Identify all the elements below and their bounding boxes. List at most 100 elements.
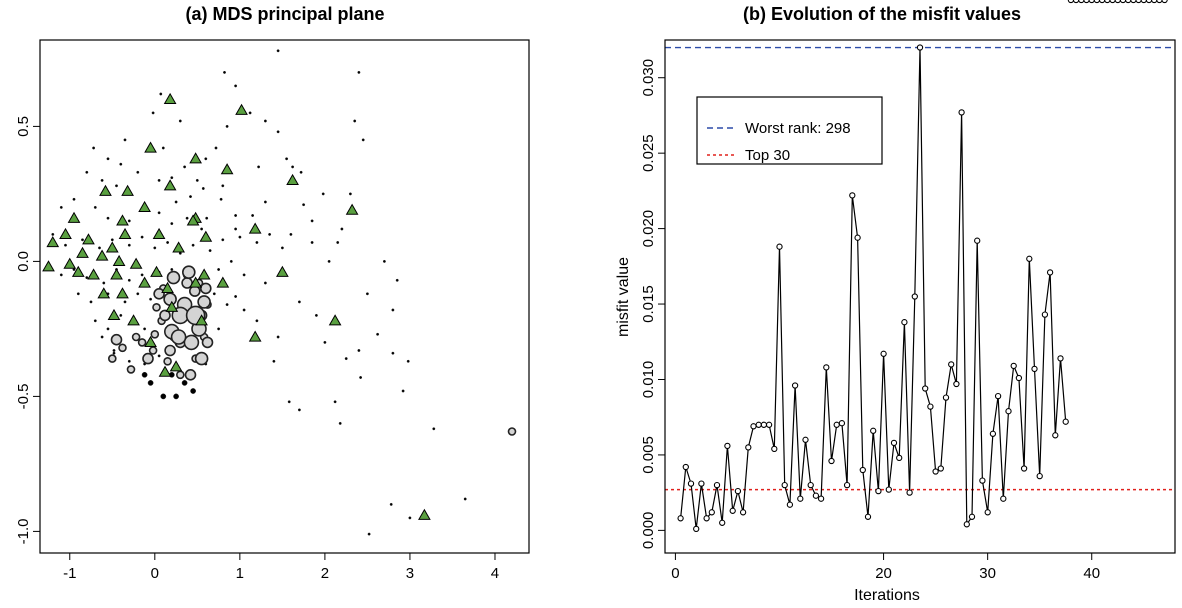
misfit-point	[713, 481, 721, 489]
triangle-point	[138, 276, 151, 288]
scatter-bubble	[200, 282, 212, 295]
misfit-point	[1125, 0, 1132, 4]
scatter-point	[229, 259, 233, 263]
scatter-point	[376, 332, 380, 336]
scatter-point	[432, 427, 436, 431]
misfit-point	[1067, 0, 1075, 4]
scatter-point	[242, 308, 246, 312]
x-tick-label: 30	[979, 565, 996, 582]
misfit-point	[937, 465, 944, 472]
scatter-point	[110, 238, 114, 242]
scatter-point	[389, 502, 393, 506]
triangle-point	[189, 276, 202, 288]
scatter-bubble	[108, 354, 117, 363]
scatter-point	[64, 243, 67, 247]
scatter-point	[268, 232, 272, 236]
scatter-point	[255, 319, 259, 323]
misfit-point	[1036, 472, 1043, 480]
scatter-point	[208, 249, 212, 253]
x-tick-label: 20	[875, 565, 892, 582]
panel-b: (b) Evolution of the misfit values 0 20 30…	[615, 0, 1176, 604]
scatter-point	[217, 268, 221, 271]
scatter-point	[359, 376, 363, 379]
scatter-bubble	[163, 292, 177, 307]
misfit-point	[854, 234, 861, 241]
misfit-point	[797, 495, 804, 502]
y-tick-label: -1.0	[15, 518, 32, 544]
misfit-point	[1156, 0, 1163, 4]
scatter-point	[106, 216, 110, 220]
scatter-point	[212, 292, 216, 296]
triangle-point	[328, 314, 342, 326]
scatter-point	[76, 292, 80, 296]
scatter-point	[149, 297, 153, 301]
triangle-point	[71, 265, 85, 277]
misfit-point	[1005, 408, 1012, 415]
misfit-point	[771, 445, 778, 453]
triangle-point	[418, 508, 431, 520]
triangle-point	[87, 268, 100, 280]
panel-a-axes: -1 0 1 2 3 4 -1.0 -0.5 0.0 0.5	[15, 116, 499, 582]
triangle-point	[138, 200, 151, 213]
scatter-point	[181, 380, 188, 386]
triangle-point	[216, 276, 230, 288]
panel-b-xlabel: Iterations	[854, 587, 920, 604]
legend-box	[696, 96, 883, 165]
misfit-point	[750, 423, 757, 430]
y-tick-label: 0.000	[640, 512, 657, 550]
misfit-point	[802, 436, 809, 443]
scatter-point	[285, 157, 289, 161]
triangle-point	[112, 254, 126, 267]
y-tick-label: 0.015	[640, 285, 657, 323]
misfit-point	[958, 109, 965, 116]
scatter-point	[361, 138, 365, 142]
triangle-point	[220, 163, 234, 175]
scatter-point	[174, 200, 178, 204]
scatter-point	[205, 216, 209, 220]
misfit-point	[719, 519, 726, 526]
y-tick-label: 0.025	[640, 134, 657, 172]
scatter-point	[140, 273, 144, 277]
scatter-point	[98, 246, 101, 250]
scatter-point	[185, 216, 189, 220]
x-tick-label: 0	[151, 565, 159, 582]
scatter-bubble	[197, 295, 211, 309]
misfit-point	[896, 454, 903, 462]
y-tick-label: -0.5	[15, 383, 32, 409]
scatter-bubble	[163, 356, 172, 366]
misfit-point	[1000, 495, 1007, 502]
panel-b-title: (b) Evolution of the misfit values	[743, 4, 1021, 24]
misfit-point	[807, 481, 814, 489]
misfit-point	[1020, 465, 1028, 472]
scatter-point	[100, 335, 104, 339]
scatter-bubble	[148, 346, 158, 355]
scatter-point	[225, 124, 229, 128]
misfit-point	[693, 525, 700, 533]
scatter-point	[401, 389, 405, 393]
scatter-point	[299, 170, 303, 174]
panel-a-frame	[39, 39, 530, 554]
scatter-point	[297, 408, 301, 412]
triangle-point	[99, 184, 112, 196]
misfit-point	[828, 457, 835, 465]
scatter-point	[276, 130, 280, 134]
scatter-point	[353, 119, 357, 123]
misfit-point	[948, 361, 955, 368]
triangle-point	[144, 335, 157, 348]
scatter-bubble	[164, 344, 176, 357]
scatter-point	[321, 192, 325, 196]
scatter-point	[147, 380, 154, 386]
scatter-point	[112, 351, 116, 355]
scatter-point	[151, 111, 155, 115]
scatter-point	[115, 184, 118, 188]
scatter-point	[314, 313, 318, 317]
panel-b-plot-area	[665, 0, 1175, 533]
triangle-point	[97, 287, 111, 299]
x-tick-label: -1	[63, 565, 76, 582]
scatter-point	[170, 222, 174, 226]
panel-b-frame	[664, 39, 1176, 554]
misfit-point	[1078, 0, 1085, 4]
scatter-bubble	[176, 370, 185, 380]
misfit-point	[1140, 0, 1147, 4]
